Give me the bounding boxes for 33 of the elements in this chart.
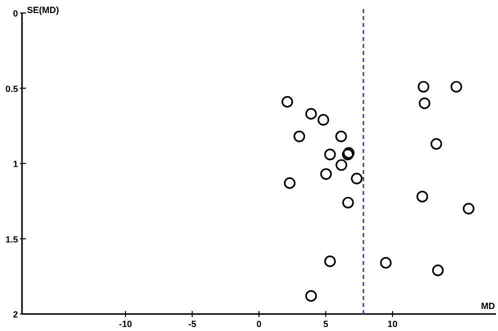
x-tick-label: 10: [388, 319, 398, 329]
x-tick-label: -5: [188, 319, 196, 329]
y-tick-label: 0: [12, 8, 18, 18]
point: [342, 196, 354, 208]
point: [324, 148, 336, 160]
point: [305, 290, 317, 302]
x-tick-label: 5: [323, 319, 328, 329]
point: [324, 256, 336, 268]
y-tick-label: 0.5: [5, 84, 18, 94]
point: [416, 190, 428, 202]
point: [450, 80, 462, 93]
point: [418, 98, 430, 110]
point: [284, 177, 296, 189]
y-tick-label: 1: [12, 159, 18, 169]
point: [336, 159, 348, 171]
x-tick-label: -10: [118, 319, 132, 329]
y-axis-title: SE(MD): [27, 5, 59, 15]
point: [305, 108, 317, 120]
y-tick-label: 1.5: [5, 234, 18, 244]
point: [294, 130, 306, 142]
point: [462, 202, 474, 214]
point: [380, 257, 392, 269]
point: [430, 138, 442, 150]
point: [318, 114, 330, 126]
point: [335, 130, 347, 142]
point: [418, 80, 430, 93]
point: [282, 96, 294, 108]
x-tick-label: 0: [256, 319, 262, 329]
y-tick-label: 2: [12, 310, 18, 320]
x-axis-title: MD: [481, 301, 496, 311]
point: [350, 172, 363, 184]
point: [320, 168, 332, 180]
point: [432, 264, 444, 276]
